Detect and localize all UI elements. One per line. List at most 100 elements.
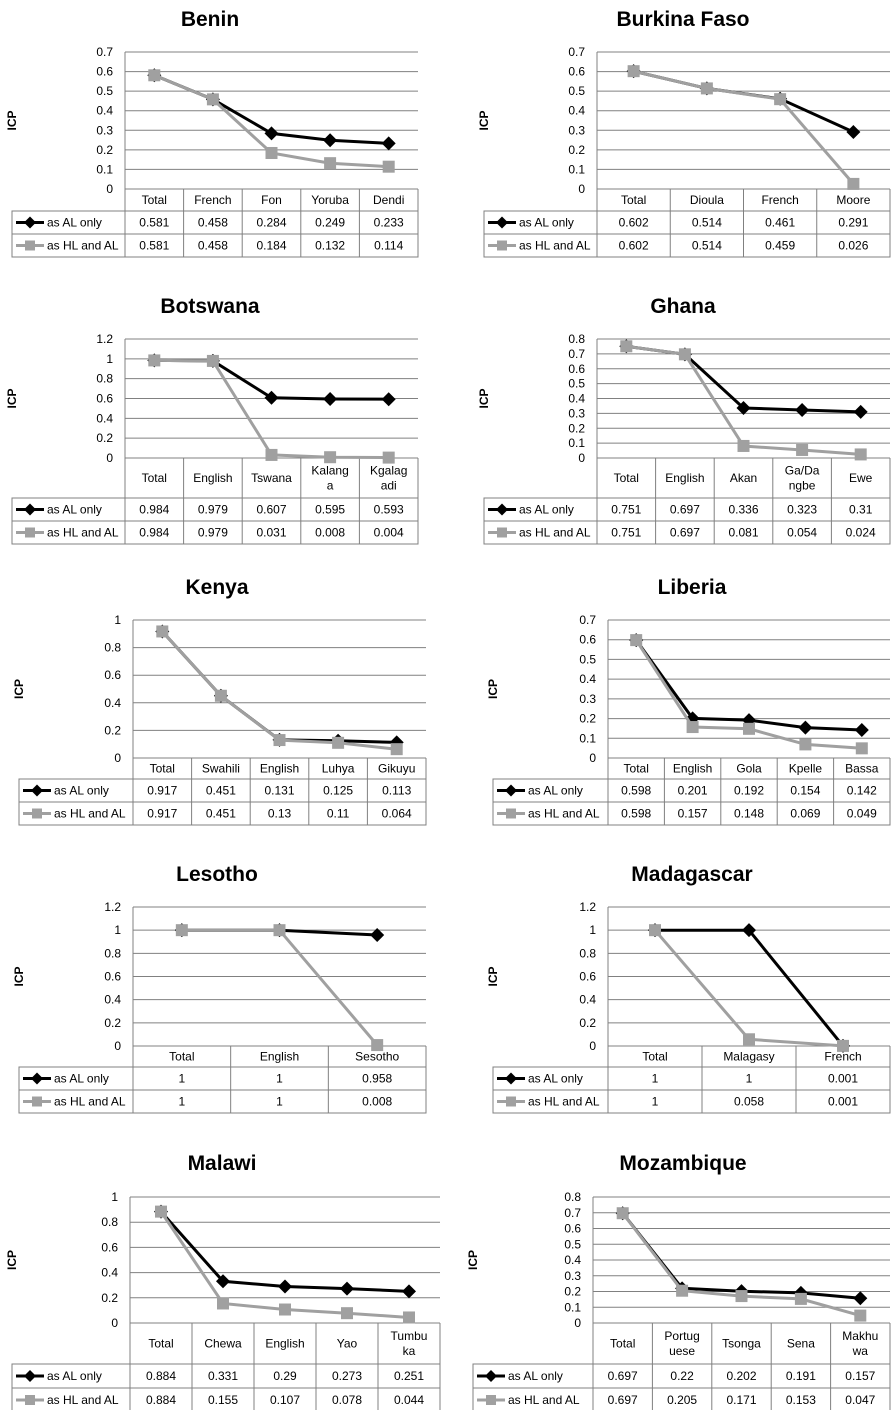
data-label: 0.697: [670, 526, 700, 540]
point-marker: [630, 634, 643, 647]
data-label: 0.069: [790, 807, 820, 821]
x-tick-label: Malagasy: [723, 1050, 774, 1064]
data-label: 0.459: [765, 239, 795, 253]
series-line: [655, 928, 845, 1047]
point-marker: [273, 924, 286, 937]
point-marker: [686, 721, 699, 734]
data-label: 0.184: [256, 239, 286, 253]
y-tick-label: 0: [114, 1039, 121, 1053]
data-label: 0.205: [667, 1393, 697, 1407]
y-tick-label: 0.4: [101, 1266, 118, 1280]
point-marker: [743, 722, 755, 735]
y-tick-label: 0.5: [579, 652, 596, 666]
x-tick-label: Total: [142, 193, 167, 207]
y-tick-label: 0.2: [96, 143, 113, 157]
data-label: 0.458: [198, 216, 228, 230]
y-axis-label: ICP: [12, 679, 26, 699]
y-tick-label: 0: [589, 1039, 596, 1053]
legend-marker: [24, 503, 36, 516]
y-tick-label: 0.3: [568, 123, 585, 137]
y-tick-label: 0.6: [104, 668, 121, 682]
y-axis-label: ICP: [477, 388, 491, 408]
y-tick-label: 1: [114, 613, 121, 627]
point-marker: [853, 404, 868, 419]
data-label: 0.114: [374, 239, 403, 253]
point-marker: [402, 1284, 416, 1299]
data-label: 0.191: [786, 1369, 816, 1383]
data-label: 0.593: [374, 503, 404, 517]
legend-marker: [505, 784, 517, 797]
x-tick-label: Total: [148, 1337, 173, 1351]
x-tick-label: Total: [142, 471, 167, 485]
point-marker: [853, 1291, 868, 1306]
data-label: 0.049: [847, 807, 877, 821]
data-label: 0.001: [828, 1072, 858, 1086]
point-marker: [798, 720, 813, 735]
data-label: 0.001: [828, 1095, 858, 1109]
y-tick-label: 0.1: [96, 162, 113, 176]
data-label: 0.233: [374, 216, 404, 230]
y-tick-label: 1: [106, 352, 113, 366]
chart-title: Kenya: [185, 576, 248, 599]
y-tick-label: 0.5: [96, 84, 113, 98]
legend-label: as HL and AL: [47, 1393, 119, 1407]
chart-title: Liberia: [658, 576, 727, 599]
data-label: 1: [652, 1095, 659, 1109]
x-tick-label: English: [260, 762, 299, 776]
legend-marker: [24, 1370, 36, 1382]
chart-4: Kenya ICP 0 0.2 0.4 0.6 0.8 1 Total Swahili Englis…: [12, 576, 427, 826]
point-marker: [175, 924, 188, 937]
data-label: 0.131: [264, 784, 294, 798]
y-tick-label: 0.4: [568, 392, 585, 406]
point-marker: [796, 443, 809, 456]
legend-marker: [497, 240, 507, 251]
legend-marker: [505, 1072, 517, 1085]
chart-5: Liberia ICP 0 0.1 0.2 0.3 0.4 0.5 0.6 0.7 Total Eng…: [486, 576, 891, 826]
y-tick-label: 0.7: [564, 1206, 581, 1220]
data-label: 0.024: [846, 526, 876, 540]
x-tick-label: Sesotho: [355, 1050, 399, 1064]
data-label: 0.251: [394, 1369, 424, 1383]
legend-label: as HL and AL: [47, 239, 119, 253]
point-marker: [323, 391, 338, 406]
x-tick-label: French: [824, 1050, 861, 1064]
y-axis-label: ICP: [486, 679, 500, 699]
y-tick-label: 0.3: [568, 406, 585, 420]
data-label: 0.192: [734, 784, 764, 798]
x-tick-label: Chewa: [204, 1337, 242, 1351]
data-label: 1: [276, 1095, 283, 1109]
legend-label: as AL only: [519, 503, 574, 517]
y-axis-label: ICP: [5, 1250, 19, 1270]
series-line: [653, 929, 844, 1048]
data-label: 0.598: [621, 807, 651, 821]
y-tick-label: 0.1: [564, 1300, 581, 1314]
y-tick-label: 0.2: [579, 1016, 596, 1030]
y-tick-label: 1: [589, 923, 596, 937]
legend-marker: [497, 527, 507, 538]
y-axis-label: ICP: [12, 966, 26, 986]
point-marker: [678, 348, 691, 361]
data-label: 0.273: [332, 1369, 362, 1383]
point-marker: [837, 1039, 849, 1052]
y-tick-label: 1.2: [96, 332, 113, 346]
y-tick-label: 0.2: [96, 431, 113, 445]
legend-label: as HL and AL: [528, 1095, 600, 1109]
point-marker: [148, 354, 161, 367]
chart-2: Botswana ICP 0 0.2 0.4 0.6 0.8 1 1.2 Total English…: [5, 295, 419, 545]
x-tick-label: Dioula: [690, 193, 724, 207]
x-tick-label: Total: [624, 762, 649, 776]
legend-label: as AL only: [54, 784, 109, 798]
point-marker: [340, 1281, 354, 1296]
x-tick-label: Makhu wa: [842, 1329, 878, 1358]
chart-7: Madagascar ICP 0 0.2 0.4 0.6 0.8 1 1.2 Total Malag…: [486, 863, 891, 1114]
data-label: 0.004: [374, 526, 404, 540]
chart-8: Malawi ICP 0 0.2 0.4 0.6 0.8 1 Total Chewa English…: [5, 1152, 441, 1410]
y-tick-label: 0: [114, 751, 121, 765]
point-marker: [214, 689, 227, 702]
y-tick-label: 0.7: [568, 45, 585, 59]
point-marker: [742, 923, 756, 938]
point-marker: [273, 734, 286, 747]
x-tick-label: Swahili: [202, 762, 240, 776]
y-tick-label: 0.2: [579, 712, 596, 726]
